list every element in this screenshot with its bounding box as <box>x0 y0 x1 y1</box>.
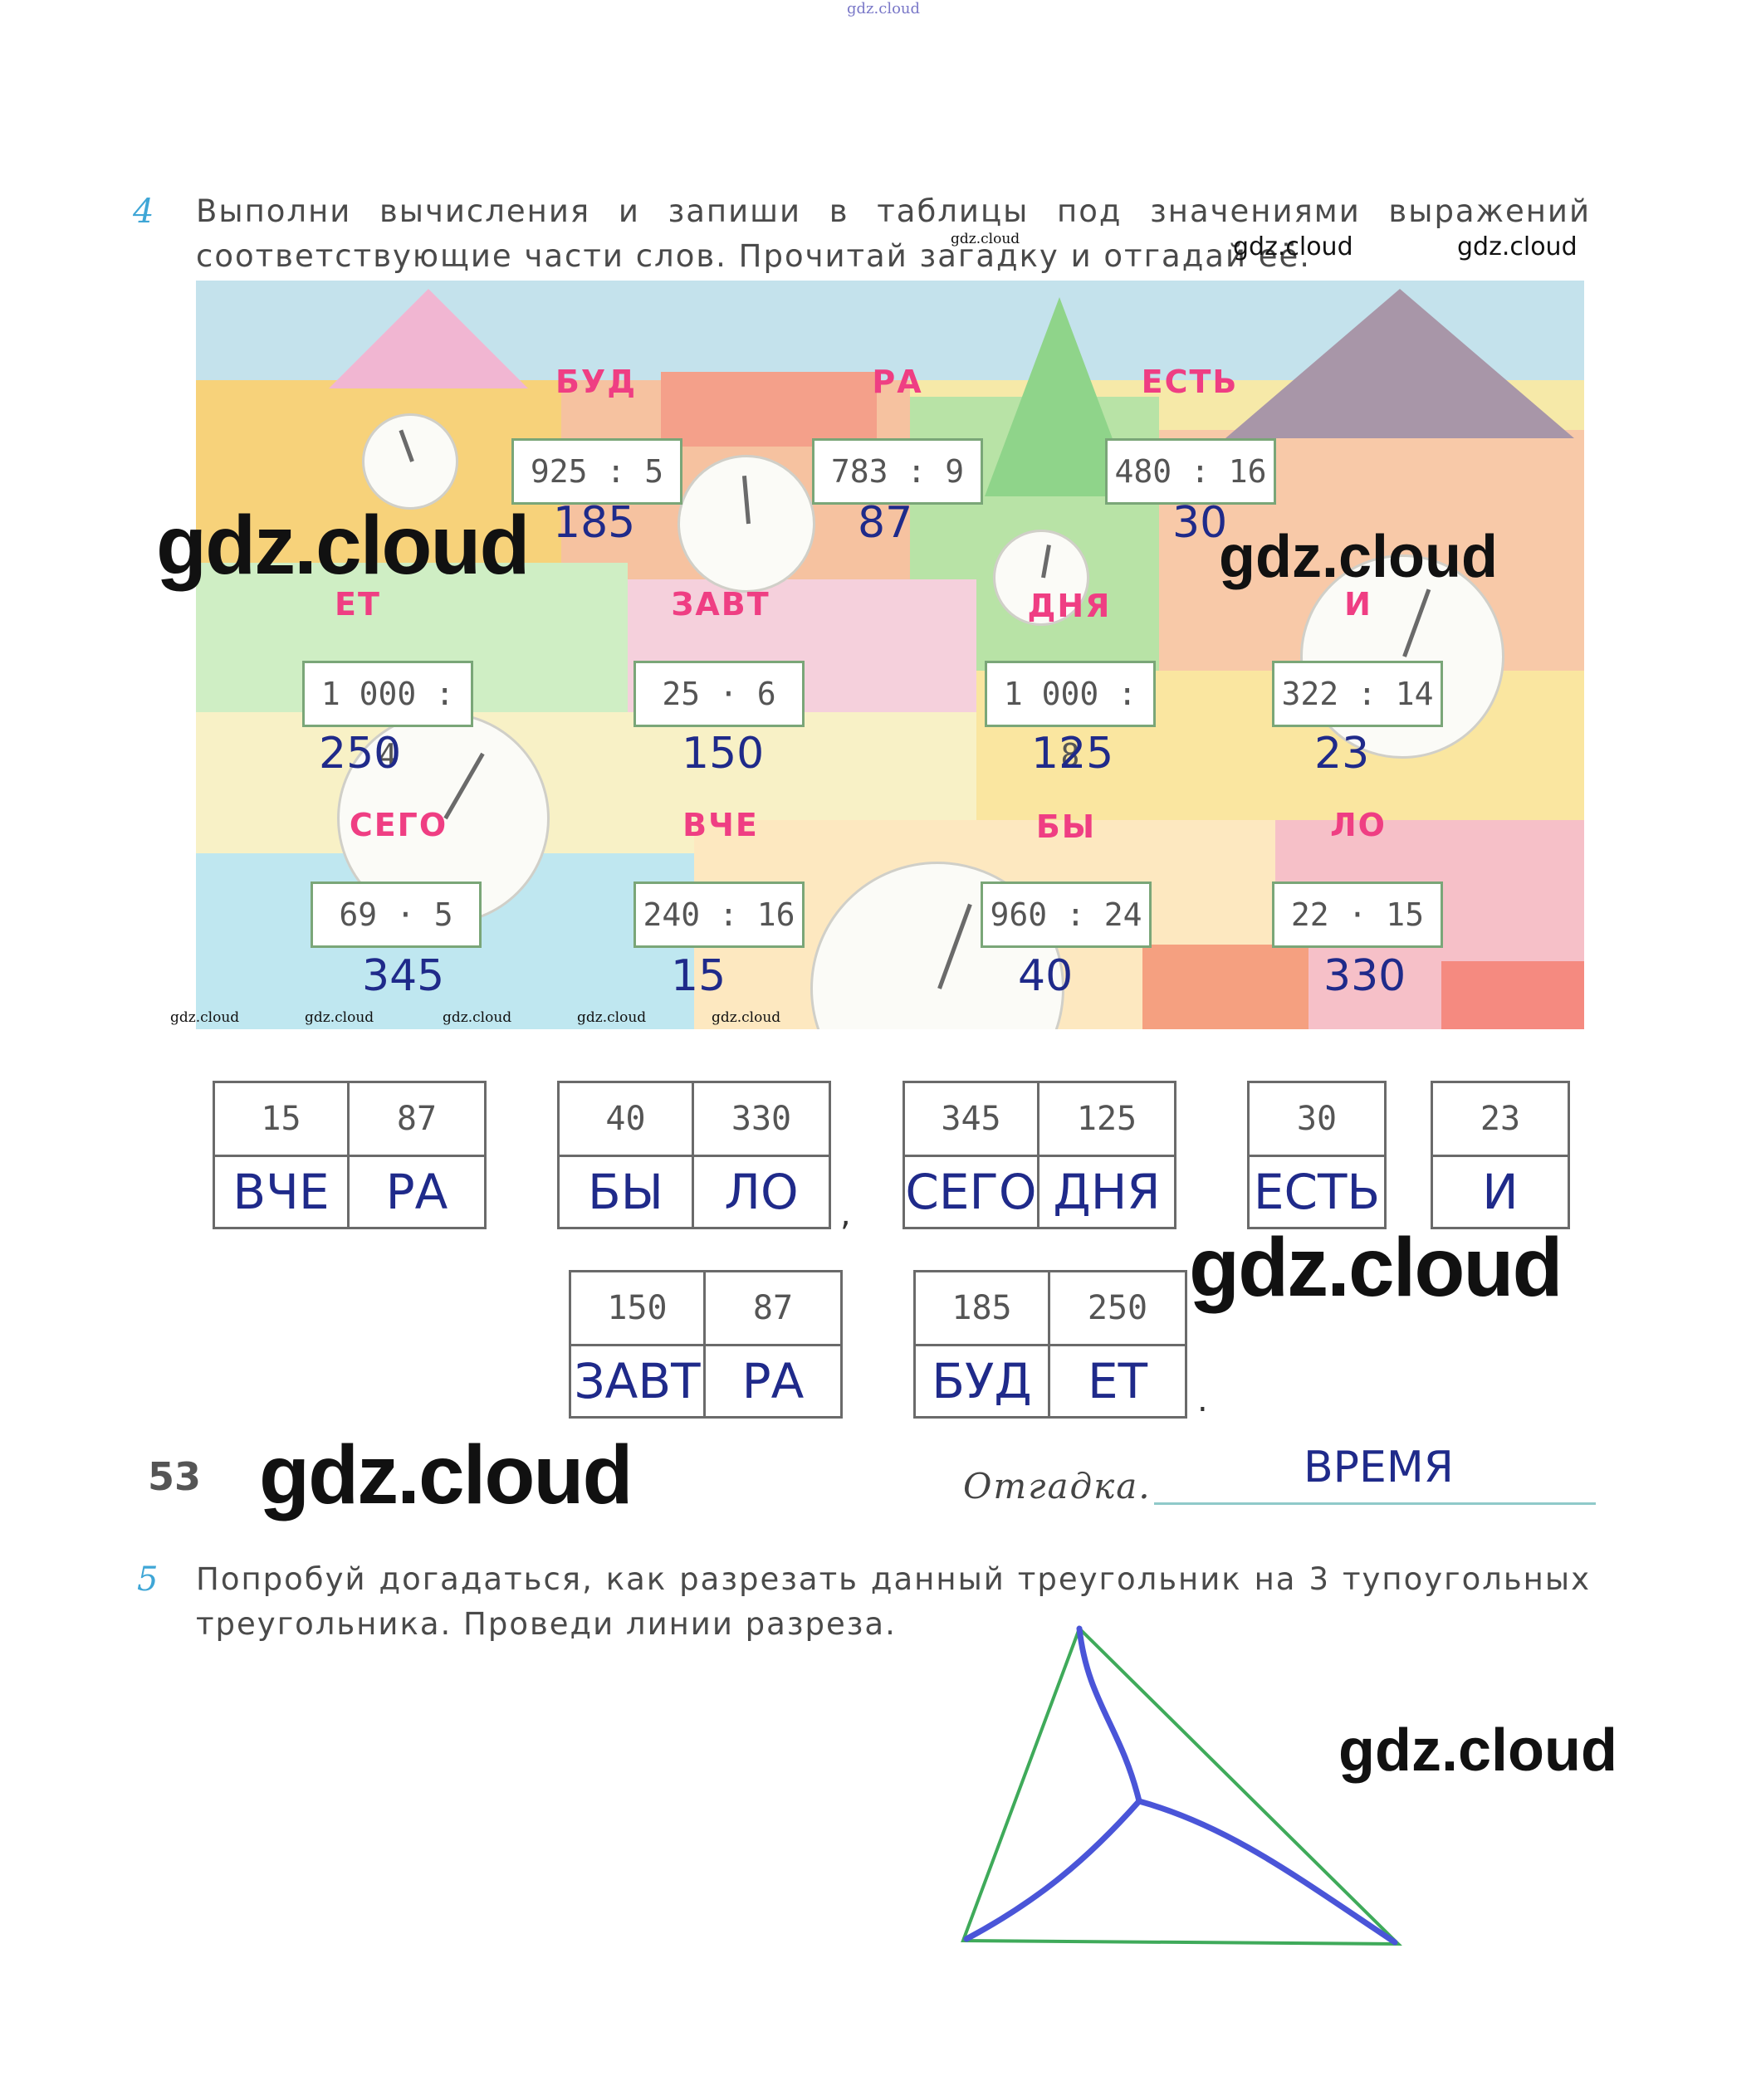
task-5-number: 5 <box>137 1560 159 1599</box>
clock-icon <box>362 413 458 510</box>
answer-table: 30 ЕСТЬ <box>1247 1081 1387 1229</box>
table-syllable: СЕГО <box>905 1164 1037 1220</box>
table-syllable: БЫ <box>588 1164 663 1220</box>
cut-line <box>963 1798 1142 1942</box>
answer-table: 23 И <box>1431 1081 1570 1229</box>
syllable-label: И <box>1344 586 1372 623</box>
task-5-text: Попробуй догадаться, как разрезать данны… <box>196 1561 1591 1642</box>
expression-card: 1 000 : 4 <box>302 661 473 774</box>
table-syllable: ДНЯ <box>1053 1164 1161 1220</box>
table-number: 185 <box>916 1272 1048 1346</box>
syllable-label: ЗАВТ <box>671 586 770 623</box>
watermark: gdz.cloud <box>577 1009 647 1026</box>
answer-value: 23 <box>1314 729 1370 779</box>
watermark: gdz.cloud <box>1219 524 1498 590</box>
page-number: 53 <box>148 1454 202 1499</box>
clock-icon <box>993 530 1089 626</box>
syllable-label: ЕСТЬ <box>1141 364 1239 400</box>
expression-card: 783 : 9 <box>812 438 983 505</box>
table-syllable: ЗАВТ <box>574 1353 701 1409</box>
answer-value: 330 <box>1323 951 1406 1001</box>
table-number: 125 <box>1039 1083 1174 1157</box>
expression-card: 25 · 6 <box>633 661 805 727</box>
castle-picture: БУД 925 : 5 185 РА 783 : 9 87 ЕСТЬ 480 :… <box>196 281 1584 1029</box>
answer-table: 185 БУД 250 ЕТ <box>913 1270 1187 1419</box>
answer-value: 250 <box>319 729 402 779</box>
table-number: 250 <box>1050 1272 1185 1346</box>
answer-value: 40 <box>1018 951 1074 1001</box>
syllable-label: СЕГО <box>349 807 448 843</box>
table-number: 345 <box>905 1083 1037 1157</box>
triangle-figure <box>961 1625 1402 1946</box>
table-number: 87 <box>706 1272 840 1346</box>
syllable-label: БЫ <box>1035 808 1097 845</box>
table-number: 15 <box>215 1083 347 1157</box>
watermark: gdz.cloud <box>1457 232 1578 261</box>
syllable-label: ВЧЕ <box>682 807 759 843</box>
syllable-label: РА <box>872 364 923 400</box>
cut-line <box>1136 1798 1398 1946</box>
answer-table: 150 ЗАВТ 87 РА <box>569 1270 843 1419</box>
expression-card: 240 : 16 <box>633 882 805 948</box>
answer-label: Отгадка. <box>963 1466 1152 1507</box>
answer-value: 30 <box>1172 498 1228 548</box>
table-syllable: ЛО <box>724 1164 799 1220</box>
answer-table: 15 ВЧЕ 87 РА <box>213 1081 487 1229</box>
answer-value: ВРЕМЯ <box>1304 1443 1454 1492</box>
watermark: gdz.cloud <box>1189 1221 1563 1314</box>
clock-icon <box>677 455 815 593</box>
table-number: 40 <box>560 1083 692 1157</box>
answer-value: 150 <box>682 729 765 779</box>
table-syllable: ЕТ <box>1087 1353 1148 1409</box>
table-syllable: БУД <box>932 1353 1032 1409</box>
expression-card: 1 000 : 8 <box>985 661 1156 774</box>
syllable-label: БУД <box>555 364 638 400</box>
answer-table: 40 БЫ 330 ЛО <box>557 1081 831 1229</box>
table-syllable: РА <box>741 1353 805 1409</box>
watermark: gdz.cloud <box>305 1009 374 1026</box>
answer-value: 345 <box>362 951 445 1001</box>
expression-card: 22 · 15 <box>1272 882 1443 948</box>
answer-value: 125 <box>1031 729 1114 779</box>
expression-card: 925 : 5 <box>511 438 682 505</box>
task-4-number: 4 <box>133 193 154 231</box>
syllable-label: ДНЯ <box>1027 588 1112 624</box>
expression-card: 960 : 24 <box>981 882 1152 948</box>
table-syllable: ВЧЕ <box>232 1164 330 1220</box>
period: . <box>1197 1381 1208 1419</box>
table-number: 150 <box>571 1272 703 1346</box>
watermark: gdz.cloud <box>712 1009 781 1026</box>
answer-table: 345 СЕГО 125 ДНЯ <box>903 1081 1176 1229</box>
table-number: 30 <box>1250 1083 1384 1157</box>
answer-value: 185 <box>553 498 636 548</box>
comma: , <box>840 1195 851 1233</box>
watermark: gdz.cloud <box>443 1009 512 1026</box>
watermark: gdz.cloud <box>951 231 1020 247</box>
cut-line <box>1076 1625 1142 1805</box>
task-4-text: Выполни вычисления и запиши в таблицы по… <box>196 193 1591 274</box>
site-mark: gdz.cloud <box>847 0 921 17</box>
table-number: 87 <box>350 1083 484 1157</box>
table-syllable: ЕСТЬ <box>1253 1164 1381 1220</box>
watermark: gdz.cloud <box>259 1428 633 1521</box>
syllable-label: ЛО <box>1330 807 1387 843</box>
answer-value: 87 <box>858 498 913 548</box>
watermark: gdz.cloud <box>1338 1717 1617 1784</box>
expression-card: 322 : 14 <box>1272 661 1443 727</box>
syllable-label: ЕТ <box>335 586 381 623</box>
table-number: 330 <box>694 1083 829 1157</box>
answer-value: 15 <box>671 951 726 1001</box>
table-syllable: РА <box>385 1164 448 1220</box>
answer-underline <box>1154 1502 1596 1505</box>
triangle-outline <box>961 1625 1402 1946</box>
table-syllable: И <box>1482 1164 1519 1220</box>
watermark: gdz.cloud <box>1233 232 1353 261</box>
watermark: gdz.cloud <box>170 1009 240 1026</box>
expression-card: 480 : 16 <box>1105 438 1276 505</box>
expression-card: 69 · 5 <box>311 882 482 948</box>
table-number: 23 <box>1433 1083 1568 1157</box>
watermark: gdz.cloud <box>156 499 531 592</box>
